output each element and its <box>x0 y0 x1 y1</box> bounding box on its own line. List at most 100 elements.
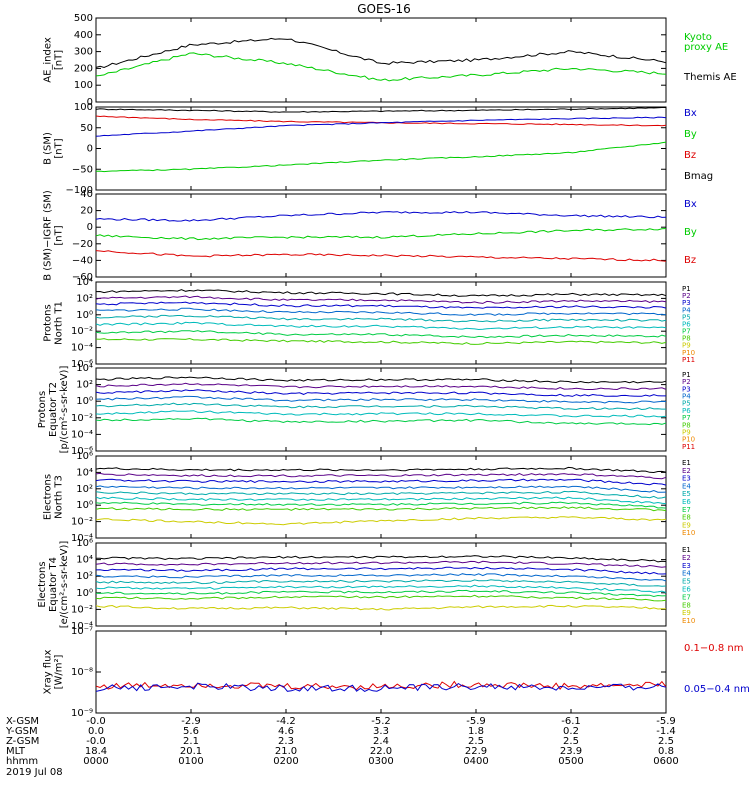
legend-item: Kyoto <box>684 32 712 43</box>
y-axis-label: Protons North T1 <box>43 301 65 345</box>
y-axis-label-line: B (SM) <box>43 132 54 165</box>
y-tick-label: 50 <box>80 123 93 134</box>
y-axis-label: AE_index [nT] <box>43 37 65 83</box>
y-axis-label-line: Xray flux <box>43 650 54 695</box>
y-tick-label: 10² <box>76 484 93 495</box>
footer-value: 23.9 <box>560 746 582 757</box>
y-tick-label: 10⁴ <box>76 467 93 478</box>
legend-item: E5 <box>682 490 691 498</box>
footer-value: 0400 <box>463 756 488 767</box>
y-tick-label: 10⁻⁴ <box>71 533 93 544</box>
y-axis-label-line: [nT] <box>54 138 65 158</box>
series-line <box>95 37 667 69</box>
legend-item: P11 <box>682 356 695 364</box>
y-axis-label-line: Electrons <box>37 561 48 607</box>
y-axis-label-line: Protons <box>37 391 48 428</box>
y-tick-label: 10⁶ <box>76 451 93 462</box>
series-line <box>95 472 667 480</box>
footer-value: -4.2 <box>276 716 296 727</box>
legend-item: E1 <box>682 459 691 467</box>
legend-item: P3 <box>682 385 691 393</box>
footer-value: -2.9 <box>181 716 201 727</box>
y-tick-label: 10⁻⁴ <box>71 621 93 632</box>
legend-item: P6 <box>682 320 691 328</box>
legend-item: P8 <box>682 421 691 429</box>
series-line <box>95 594 667 602</box>
series-line <box>95 307 667 316</box>
legend-item: E10 <box>682 529 695 537</box>
y-tick-label: 100 <box>74 102 93 113</box>
series-line <box>95 478 667 486</box>
legend-item: E1 <box>682 546 691 554</box>
series-line <box>95 376 667 384</box>
series-line <box>95 496 667 505</box>
y-axis-label: Xray flux [W/m²] <box>43 650 65 695</box>
footer-value: 0200 <box>273 756 298 767</box>
y-axis-label-line: Protons <box>43 304 54 341</box>
y-tick-label: 200 <box>74 63 93 74</box>
legend-item: E3 <box>682 475 691 483</box>
footer-value: 0600 <box>653 756 678 767</box>
y-axis-label-line: Equator T2 <box>48 382 59 437</box>
legend-item: P5 <box>682 313 691 321</box>
legend-item: 0.1−0.8 nm <box>684 643 743 654</box>
y-tick-label: 10⁰ <box>76 310 93 321</box>
series-line <box>95 250 667 262</box>
y-tick-label: 10⁰ <box>76 396 93 407</box>
y-tick-label: −40 <box>72 255 93 266</box>
legend-item: E3 <box>682 562 691 570</box>
y-axis-label: B (SM)−IGRF (SM) [nT] <box>43 190 65 281</box>
footer-value: 0000 <box>83 756 108 767</box>
series-line <box>95 52 667 82</box>
y-tick-label: 0 <box>87 144 93 155</box>
legend-item: E7 <box>682 593 691 601</box>
footer-value: 2.3 <box>278 736 294 747</box>
legend-item: E4 <box>682 570 691 578</box>
legend-item: Bx <box>684 199 697 210</box>
legend-item: P6 <box>682 407 691 415</box>
footer-value: 0500 <box>558 756 583 767</box>
legend-item: P8 <box>682 335 691 343</box>
y-axis-label: B (SM) [nT] <box>43 132 65 165</box>
y-axis-label-line: [nT] <box>54 50 65 70</box>
footer-value: -5.2 <box>371 716 391 727</box>
series-line <box>95 566 667 575</box>
series-line <box>95 466 667 474</box>
y-tick-label: 10⁴ <box>76 555 93 566</box>
legend-item: E9 <box>682 609 691 617</box>
chart-title: GOES-16 <box>357 2 411 16</box>
y-tick-label: 500 <box>74 13 93 24</box>
series-line <box>95 573 667 582</box>
legend-item: P2 <box>682 378 691 386</box>
series-line <box>95 516 667 526</box>
panel-frame <box>95 17 667 103</box>
y-tick-label: 10⁻⁴ <box>71 343 93 354</box>
y-tick-label: 10⁻⁶ <box>71 446 93 457</box>
series-line <box>95 141 667 173</box>
legend-item: P7 <box>682 414 691 422</box>
series-line <box>95 301 667 309</box>
series-line <box>95 584 667 593</box>
legend-item: proxy AE <box>684 42 728 53</box>
y-axis-label-line: [nT] <box>54 225 65 245</box>
series-line <box>95 579 667 587</box>
y-tick-label: 100 <box>74 80 93 91</box>
footer-value: 2.4 <box>373 736 389 747</box>
y-tick-label: 40 <box>80 189 93 200</box>
series-line <box>95 604 667 611</box>
y-tick-label: 10⁻⁶ <box>71 359 93 370</box>
y-tick-label: −20 <box>72 239 93 250</box>
y-tick-label: 20 <box>80 206 93 217</box>
footer-row-label: X-GSM <box>6 716 39 727</box>
footer-value: -0.0 <box>86 736 106 747</box>
footer-value: 22.0 <box>370 746 392 757</box>
series-line <box>95 210 667 222</box>
series-line <box>95 337 667 345</box>
y-tick-label: 10⁻⁷ <box>71 626 93 637</box>
series-line <box>95 402 666 411</box>
y-tick-label: 10⁴ <box>76 277 93 288</box>
panel-bsm: 100 50 0 −50 −100 B (SM) [nT] Bx By Bz Bmag <box>43 102 714 196</box>
legend-item: 0.05−0.4 nm <box>684 684 750 695</box>
footer-value: -5.9 <box>466 716 486 727</box>
